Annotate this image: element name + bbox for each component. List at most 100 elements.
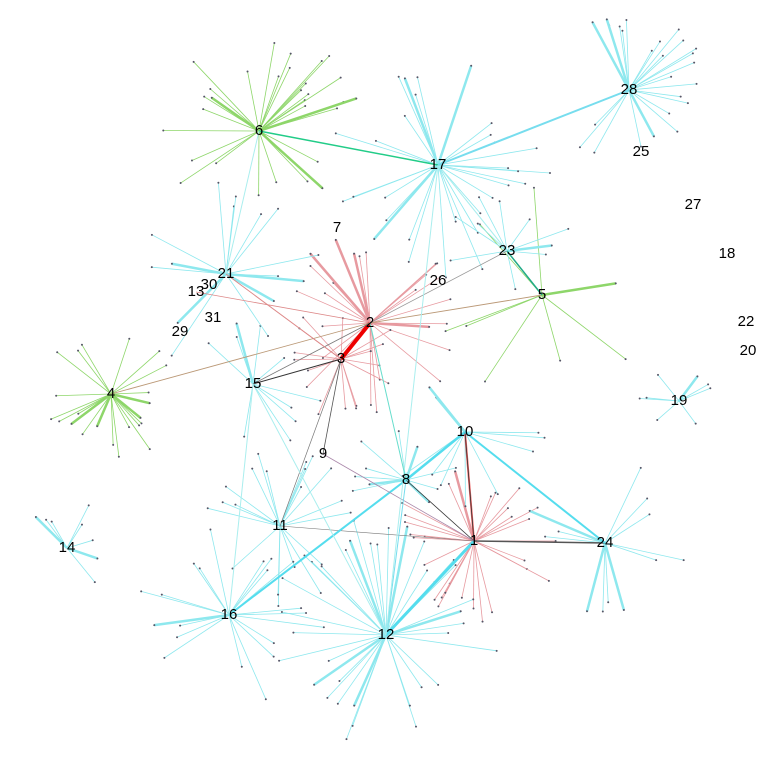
leaf-node [365,467,368,470]
leaf-edge [352,479,407,492]
leaf-edge [437,122,492,166]
leaf-node [645,396,648,399]
leaf-node [246,70,249,73]
leaf-edge [321,566,387,636]
leaf-node [302,280,305,283]
leaf-node [618,25,621,28]
leaf-edge [228,561,264,616]
leaf-node [215,162,218,165]
leaf-node [658,40,661,43]
leaf-edge [373,164,439,240]
leaf-node [426,569,429,572]
leaf-edge [66,546,98,560]
leaf-edge [110,393,120,457]
leaf-node [272,655,275,658]
leaf-edge [70,393,112,425]
node-label: 8 [402,471,410,488]
leaf-node [300,486,303,489]
leaf-edge [444,540,475,593]
leaf-edge [318,358,342,415]
leaf-node [319,399,322,402]
leaf-edge [464,431,499,495]
leaf-node [192,60,195,63]
leaf-node [686,102,689,105]
leaf-node [495,649,498,652]
leaf-node [494,491,497,494]
leaf-node [280,611,283,614]
leaf-edge [96,393,113,427]
leaf-edge [228,607,302,616]
leaf-node [387,526,390,529]
leaf-node [567,227,570,230]
leaf-node [462,622,465,625]
leaf-node [341,200,344,203]
leaf-edge [324,292,371,324]
leaf-edge [313,633,387,686]
leaf-edge [628,29,680,91]
leaf-edge [258,42,275,132]
leaf-edge [604,542,609,603]
leaf-node [491,611,494,614]
edge [437,89,630,166]
leaf-edge [417,77,439,166]
leaf-node [594,123,597,126]
leaf-node [384,196,387,199]
leaf-node [586,610,589,613]
leaf-edge [334,239,372,324]
leaf-edge [375,140,439,166]
leaf-edge [34,516,68,549]
leaf-node [557,530,560,533]
leaf-edge [384,526,409,636]
leaf-node [275,181,278,184]
leaf-edge [369,322,447,325]
leaf-node [507,184,510,187]
leaf-node [320,565,323,568]
leaf-edge [558,531,606,544]
leaf-edge [279,461,307,527]
leaf-node [96,557,99,560]
leaf-node [484,380,487,383]
leaf-edge [110,392,150,405]
leaf-node [365,251,368,254]
leaf-node [408,238,411,241]
leaf-node [676,130,679,133]
leaf-edge [110,338,130,395]
leaf-edge [473,516,512,542]
node-label: 22 [738,313,755,330]
leaf-node [431,473,434,476]
leaf-node [550,244,553,247]
leaf-edge [56,393,112,397]
leaf-edge [473,492,496,542]
leaf-edge [225,254,319,275]
leaf-edge [506,250,516,290]
edge [110,322,371,395]
leaf-node [437,605,440,608]
leaf-node [302,316,305,319]
leaf-edge [506,228,569,252]
leaf-node [190,159,193,162]
leaf-edge [455,216,508,252]
leaf-node [150,233,153,236]
leaf-edge [604,498,648,544]
leaf-node [355,407,358,410]
leaf-edge [628,89,678,132]
leaf-node [385,219,388,222]
leaf-edge [281,611,387,636]
leaf-node [709,387,712,390]
leaf-node [321,187,324,190]
leaf-node [327,659,330,662]
leaf-node [295,290,298,293]
leaf-edge [180,614,230,627]
leaf-edge [279,486,302,527]
leaf-edge [646,397,680,402]
leaf-node [368,483,371,486]
edge [339,321,372,361]
leaf-node [465,325,468,328]
leaf-edge [340,350,371,360]
leaf-node [528,218,531,221]
leaf-edge [678,384,709,402]
leaf-edge [627,89,656,137]
leaf-edge [294,358,342,361]
leaf-node [260,213,263,216]
leaf-node [648,513,651,516]
